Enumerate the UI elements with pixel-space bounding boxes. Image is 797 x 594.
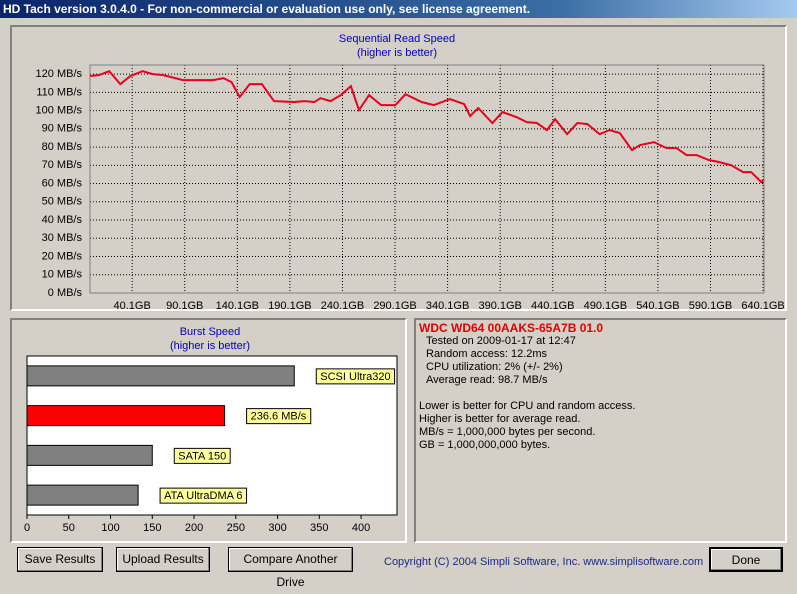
note-line: GB = 1,000,000,000 bytes.	[419, 439, 551, 451]
results: Tested on 2009-01-17 at 12:47 Random acce…	[419, 335, 782, 387]
button[interactable]: Save Results	[17, 547, 103, 572]
bar	[26, 444, 153, 466]
y-tick-label: 40 MB/s	[42, 214, 83, 226]
plot-frame	[89, 64, 765, 294]
x-tick-label: 140.1GB	[216, 300, 259, 309]
result-line: Tested on 2009-01-17 at 12:47	[426, 335, 576, 347]
button[interactable]: Upload Results	[116, 547, 210, 572]
copyright: Copyright (C) 2004 Simpli Software, Inc.…	[384, 556, 704, 568]
x-tick-label: 390.1GB	[478, 300, 521, 309]
label-box	[159, 487, 248, 504]
x-tick-label: 200	[185, 522, 203, 534]
x-tick-label: 50	[63, 522, 75, 534]
x-tick-label: 250	[227, 522, 245, 534]
x-tick-label: 440.1GB	[531, 300, 574, 309]
y-tick-label: 0 MB/s	[48, 287, 83, 299]
x-tick-label: 90.1GB	[166, 300, 203, 309]
bar-label-text: 236.6 MB/s	[251, 411, 307, 423]
x-tick-label: 350	[310, 522, 328, 534]
y-tick-label: 90 MB/s	[42, 123, 83, 135]
label-box	[315, 368, 396, 385]
read-panel: Sequential Read Speed (higher is better) 0…	[10, 25, 787, 311]
x-tick-label: 0	[24, 522, 30, 534]
bar-label: SATA 150	[173, 447, 231, 464]
y-tick-label: 10 MB/s	[42, 269, 83, 281]
x-tick-label: 340.1GB	[426, 300, 469, 309]
bar-label: ATA UltraDMA 6	[159, 487, 248, 504]
x-tick-label: 150	[143, 522, 161, 534]
result-line: Average read: 98.7 MB/s	[426, 374, 548, 386]
x-tick-label: 540.1GB	[636, 300, 679, 309]
y-tick-label: 20 MB/s	[42, 250, 83, 262]
y-tick-label: 110 MB/s	[36, 86, 82, 98]
x-tick-label: 100	[101, 522, 119, 534]
bar	[26, 405, 226, 427]
note-line: MB/s = 1,000,000 bytes per second.	[419, 426, 596, 438]
title-bar: HD Tach version 3.0.4.0 - For non-commer…	[0, 0, 797, 18]
speed-line	[89, 70, 764, 184]
y-tick-label: 80 MB/s	[42, 141, 83, 153]
info-panel: WDC WD64 00AAKS-65A7B 01.0 Tested on 200…	[414, 318, 787, 543]
y-tick-label: 60 MB/s	[42, 177, 83, 189]
x-tick-label: 300	[268, 522, 286, 534]
x-tick-label: 490.1GB	[584, 300, 627, 309]
button[interactable]: Done	[709, 547, 783, 572]
result-line: Random access: 12.2ms	[426, 348, 548, 360]
x-tick-label: 240.1GB	[321, 300, 364, 309]
y-tick-label: 100 MB/s	[36, 105, 83, 117]
label-box	[246, 408, 312, 425]
read-chart: Sequential Read Speed (higher is better) 0…	[36, 33, 785, 309]
chart-title: Sequential Read Speed	[339, 33, 455, 45]
x-tick-label: 590.1GB	[689, 300, 732, 309]
label-box	[173, 447, 231, 464]
bar-label: 236.6 MB/s	[246, 408, 312, 425]
bar-label-text: SATA 150	[178, 450, 226, 462]
x-tick-label: 190.1GB	[268, 300, 311, 309]
drive-name: WDC WD64 00AAKS-65A7B 01.0	[419, 321, 604, 335]
result-line: CPU utilization: 2% (+/- 2%)	[426, 361, 563, 373]
bar	[26, 365, 295, 387]
bar-label-text: ATA UltraDMA 6	[164, 490, 242, 502]
x-tick-label: 640.1GB	[741, 300, 784, 309]
burst-panel: Burst Speed (higher is better) 0 50 100 150 20…	[10, 318, 407, 543]
burst-chart: Burst Speed (higher is better) 0 50 100 150 20…	[24, 326, 398, 534]
bar-label: SCSI Ultra320	[315, 368, 396, 385]
x-tick-label: 40.1GB	[114, 300, 151, 309]
bar	[26, 484, 139, 506]
chart-subtitle: (higher is better)	[357, 47, 437, 59]
note-line: Lower is better for CPU and random acces…	[419, 400, 636, 412]
note-line: Higher is better for average read.	[419, 413, 581, 425]
notes: Lower is better for CPU and random acces…	[419, 400, 782, 452]
bar-label-text: SCSI Ultra320	[320, 371, 390, 383]
x-tick-label: 290.1GB	[373, 300, 416, 309]
x-tick-label: 400	[352, 522, 370, 534]
chart-subtitle: (higher is better)	[170, 340, 250, 352]
chart-title: Burst Speed	[180, 326, 241, 338]
y-tick-label: 30 MB/s	[42, 232, 83, 244]
y-tick-label: 70 MB/s	[42, 159, 83, 171]
button[interactable]: Compare Another Drive	[228, 547, 353, 589]
y-tick-label: 120 MB/s	[36, 68, 83, 80]
y-tick-label: 50 MB/s	[42, 196, 83, 208]
